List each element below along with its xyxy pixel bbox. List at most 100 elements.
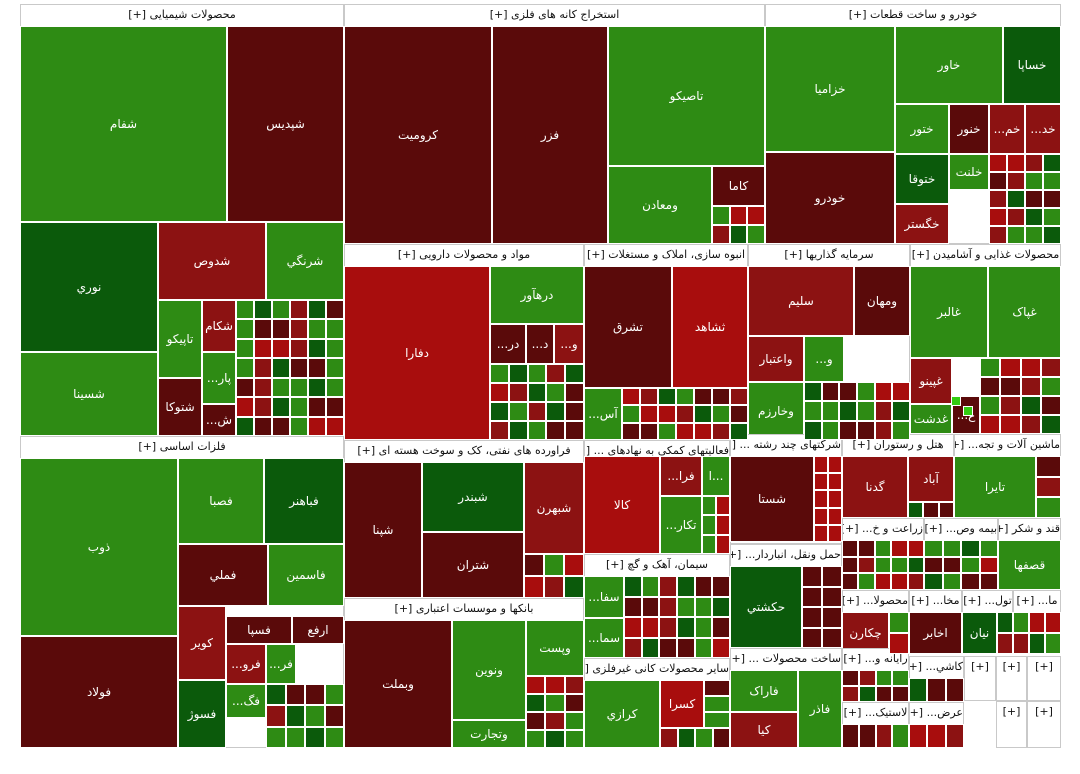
stock-tile[interactable]: فرا... — [660, 456, 702, 496]
small-stock-tile[interactable] — [508, 402, 528, 421]
stock-tile[interactable]: شبندر — [422, 462, 524, 532]
small-stock-tile[interactable] — [677, 637, 695, 658]
small-stock-tile[interactable] — [907, 556, 924, 574]
small-stock-tile[interactable] — [889, 633, 909, 654]
stock-tile[interactable]: نيان — [962, 612, 997, 654]
stock-tile[interactable]: خزامیا — [765, 26, 895, 152]
small-stock-tile[interactable] — [828, 524, 842, 542]
small-stock-tile[interactable] — [624, 596, 642, 617]
stock-tile[interactable]: شفام — [20, 26, 227, 222]
small-stock-tile[interactable] — [285, 705, 305, 727]
small-stock-tile[interactable] — [324, 705, 344, 727]
small-stock-tile[interactable] — [527, 364, 547, 383]
small-stock-tile[interactable] — [308, 338, 326, 359]
stock-tile[interactable]: خد... — [1025, 104, 1061, 154]
small-stock-tile[interactable] — [694, 422, 712, 440]
small-stock-tile[interactable] — [236, 319, 254, 339]
small-stock-tile[interactable] — [695, 728, 713, 748]
small-stock-tile[interactable] — [1020, 415, 1041, 434]
small-stock-tile[interactable] — [891, 556, 908, 574]
small-stock-tile[interactable] — [712, 576, 730, 597]
small-stock-tile[interactable] — [858, 573, 875, 590]
stock-tile[interactable]: فولاد — [20, 636, 178, 748]
stock-tile[interactable]: ومهان — [854, 266, 910, 336]
sector-title[interactable]: شرکتهای چند رشته ... [+] — [731, 438, 841, 451]
small-stock-tile[interactable] — [622, 388, 640, 406]
small-stock-tile[interactable] — [1036, 497, 1061, 518]
small-stock-tile[interactable] — [874, 420, 893, 440]
small-stock-tile[interactable] — [565, 402, 584, 421]
sector-title[interactable]: ماشین آلات و تجه... [+] — [955, 438, 1060, 451]
small-stock-tile[interactable] — [874, 573, 892, 590]
small-stock-tile[interactable] — [892, 401, 910, 421]
stock-tile[interactable]: ختوقا — [895, 154, 949, 204]
small-stock-tile[interactable] — [1025, 190, 1043, 208]
small-stock-tile[interactable] — [927, 724, 946, 748]
small-stock-tile[interactable] — [814, 524, 828, 542]
stock-tile[interactable]: ارفع — [292, 616, 344, 644]
small-stock-tile[interactable] — [508, 364, 528, 383]
small-stock-tile[interactable] — [1000, 415, 1021, 434]
small-stock-tile[interactable] — [290, 397, 308, 417]
small-stock-tile[interactable] — [490, 383, 509, 402]
stock-tile[interactable]: ونوین — [452, 620, 526, 720]
small-stock-tile[interactable] — [729, 225, 748, 244]
stock-tile[interactable]: سفا... — [584, 576, 624, 618]
stock-tile[interactable]: فصبا — [178, 458, 264, 544]
small-stock-tile[interactable] — [942, 556, 961, 574]
small-stock-tile[interactable] — [659, 596, 677, 617]
small-stock-tile[interactable] — [858, 670, 876, 686]
small-stock-tile[interactable] — [640, 405, 658, 423]
small-stock-tile[interactable] — [272, 377, 290, 398]
small-stock-tile[interactable] — [963, 406, 973, 416]
small-stock-tile[interactable] — [565, 383, 584, 402]
small-stock-tile[interactable] — [924, 556, 943, 574]
small-stock-tile[interactable] — [908, 502, 924, 518]
stock-tile[interactable]: شپنا — [344, 462, 422, 598]
small-stock-tile[interactable] — [545, 712, 565, 730]
small-stock-tile[interactable] — [980, 396, 1001, 415]
small-stock-tile[interactable] — [565, 364, 584, 383]
small-stock-tile[interactable] — [236, 397, 254, 417]
small-stock-tile[interactable] — [305, 684, 325, 706]
small-stock-tile[interactable] — [564, 676, 584, 694]
stock-tile[interactable]: خگستر — [895, 204, 949, 244]
stock-tile[interactable]: ومعادن — [608, 166, 712, 244]
stock-tile[interactable]: شرنگي — [266, 222, 344, 300]
small-stock-tile[interactable] — [924, 573, 943, 590]
stock-tile[interactable]: غپينو — [910, 358, 952, 404]
small-stock-tile[interactable] — [1029, 633, 1045, 654]
small-stock-tile[interactable] — [524, 576, 544, 598]
stock-tile[interactable]: کاما — [712, 166, 765, 206]
small-stock-tile[interactable] — [694, 596, 713, 617]
stock-tile[interactable]: تاصیکو — [608, 26, 765, 166]
small-stock-tile[interactable] — [822, 566, 842, 587]
small-stock-tile[interactable] — [945, 724, 964, 748]
small-stock-tile[interactable] — [1036, 456, 1061, 477]
small-stock-tile[interactable] — [842, 556, 859, 574]
stock-tile[interactable]: ثشاهد — [672, 266, 748, 388]
sector-title[interactable]: [+] — [1035, 660, 1053, 673]
small-stock-tile[interactable] — [875, 686, 893, 702]
small-stock-tile[interactable] — [564, 554, 584, 576]
small-stock-tile[interactable] — [875, 670, 893, 686]
small-stock-tile[interactable] — [308, 358, 326, 378]
sector-title[interactable]: عرض... [+] — [910, 706, 963, 719]
stock-tile[interactable]: فگ... — [226, 684, 266, 718]
small-stock-tile[interactable] — [694, 617, 713, 638]
stock-tile[interactable]: واعتبار — [748, 336, 804, 382]
small-stock-tile[interactable] — [545, 676, 565, 694]
small-stock-tile[interactable] — [490, 421, 509, 440]
small-stock-tile[interactable] — [1020, 377, 1041, 396]
small-stock-tile[interactable] — [927, 678, 946, 702]
stock-tile[interactable]: شسينا — [20, 352, 158, 436]
sector-title[interactable]: فلزات اساسی [+] — [138, 440, 226, 453]
small-stock-tile[interactable] — [508, 383, 528, 402]
stock-tile[interactable]: وپست — [526, 620, 584, 676]
small-stock-tile[interactable] — [658, 388, 676, 406]
small-stock-tile[interactable] — [1043, 172, 1061, 190]
sector-title[interactable]: رایانه و... [+] — [843, 652, 908, 665]
small-stock-tile[interactable] — [938, 502, 954, 518]
small-stock-tile[interactable] — [1013, 633, 1029, 654]
small-stock-tile[interactable] — [324, 684, 344, 706]
